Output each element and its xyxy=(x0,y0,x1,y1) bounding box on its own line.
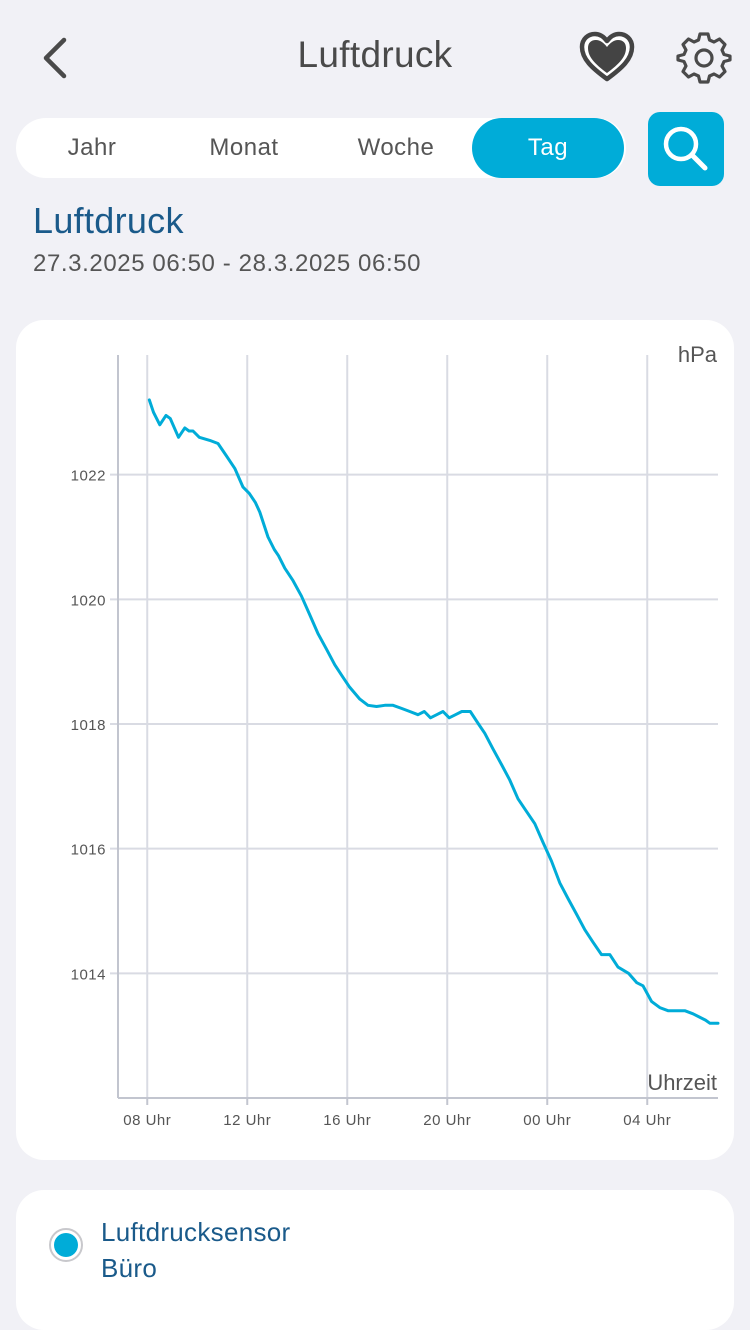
sensor-name: Luftdrucksensor Büro xyxy=(101,1214,401,1286)
pressure-line xyxy=(147,398,720,1025)
sensor-toggle[interactable] xyxy=(49,1228,83,1262)
favorite-button[interactable] xyxy=(578,30,636,84)
tab-woche[interactable]: Woche xyxy=(357,134,435,161)
y-tick-label: 1018 xyxy=(71,717,106,734)
period-tabs: Jahr Monat Woche Tag xyxy=(16,118,626,178)
sensor-color-dot xyxy=(54,1233,78,1257)
y-tick-label: 1014 xyxy=(71,966,106,983)
x-tick-label: 04 Uhr xyxy=(623,1112,671,1129)
y-axis-label: hPa xyxy=(678,342,718,367)
date-range: 27.3.2025 06:50 - 28.3.2025 06:50 xyxy=(33,250,422,277)
x-axis-label: Uhrzeit xyxy=(647,1070,717,1095)
search-icon xyxy=(663,126,708,171)
pressure-chart[interactable]: 08 Uhr 12 Uhr 16 Uhr 20 Uhr 00 Uhr 04 Uhr 1014… xyxy=(16,320,734,1160)
x-tick-label: 00 Uhr xyxy=(523,1112,571,1129)
x-tick-label: 08 Uhr xyxy=(123,1112,171,1129)
x-tick-label: 16 Uhr xyxy=(323,1112,371,1129)
sensor-name-line1: Luftdrucksensor xyxy=(101,1217,291,1247)
gear-icon xyxy=(676,32,732,84)
sensor-name-line2: Büro xyxy=(101,1253,158,1283)
section-title: Luftdruck xyxy=(33,200,184,241)
y-tick-label: 1022 xyxy=(71,468,106,485)
chart-card: 08 Uhr 12 Uhr 16 Uhr 20 Uhr 00 Uhr 04 Uhr 1014… xyxy=(16,320,734,1160)
app-header: Luftdruck xyxy=(0,0,750,110)
tab-monat[interactable]: Monat xyxy=(209,134,279,161)
x-tick-label: 20 Uhr xyxy=(423,1112,471,1129)
page-title: Luftdruck xyxy=(297,34,453,75)
y-tick-label: 1016 xyxy=(71,842,106,859)
chevron-left-icon xyxy=(43,37,67,79)
search-button[interactable] xyxy=(648,112,724,186)
heart-icon xyxy=(579,31,635,82)
sensor-card[interactable]: Luftdrucksensor Büro xyxy=(16,1190,734,1330)
back-button[interactable] xyxy=(30,30,82,86)
y-tick-label: 1020 xyxy=(71,592,106,609)
tab-tag[interactable]: Tag xyxy=(472,118,624,178)
chart-series xyxy=(147,398,720,1025)
settings-button[interactable] xyxy=(676,30,732,86)
chart-grid xyxy=(110,355,718,1098)
x-tick-label: 12 Uhr xyxy=(223,1112,271,1129)
tab-jahr[interactable]: Jahr xyxy=(67,134,117,161)
chart-axes: 08 Uhr 12 Uhr 16 Uhr 20 Uhr 00 Uhr 04 Uhr 1014… xyxy=(71,355,718,1129)
